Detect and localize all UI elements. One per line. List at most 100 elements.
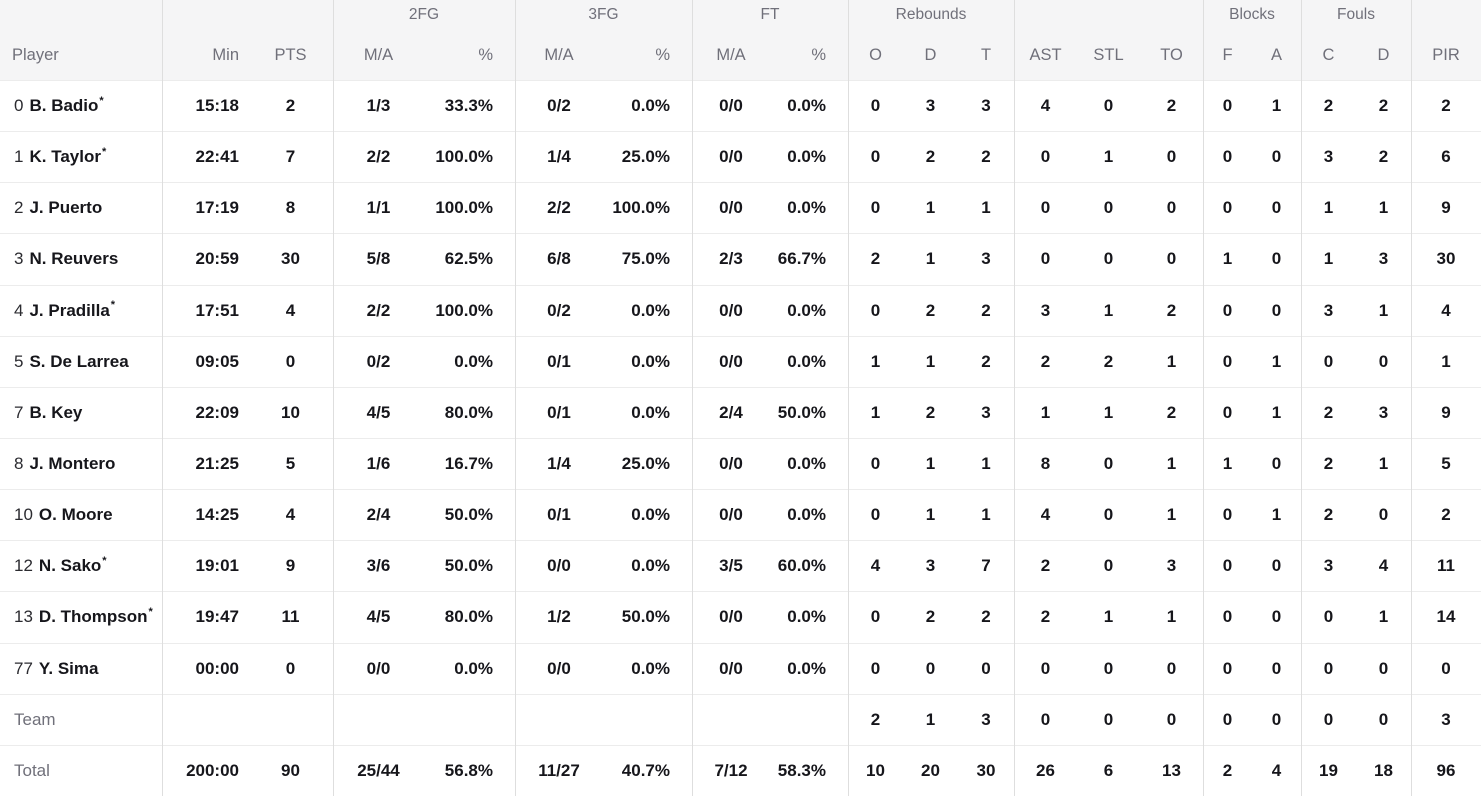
cell-pir: 0 [1441,658,1451,678]
cell-ast: 4 [1040,96,1051,116]
cell-stl: 1 [1103,402,1114,422]
cell-ft_ma: 7/12 [714,760,748,780]
player-cell: 8 J. Montero [0,439,162,489]
player-row[interactable]: 4 J. Pradilla * 17:51 4 2/2 100.0% 0/2 0.0% 0/0 0.… [0,284,1481,336]
cell-ast: 1 [1040,402,1051,422]
player-row[interactable]: 13 D. Thompson * 19:47 11 4/5 80.0% 1/2 50.0% 0/0… [0,591,1481,643]
cell-blk_a: 0 [1271,147,1282,167]
cell-reb_t: 0 [981,658,991,678]
cell-fg3_ma: 1/4 [547,454,571,474]
player-cell: 4 J. Pradilla * [0,286,162,336]
column-header-blk_f: F [1222,45,1233,64]
player-row[interactable]: 2 J. Puerto 17:19 8 1/1 100.0% 2/2 100.0% 0/0 0.0… [0,182,1481,234]
cell-stl: 0 [1103,96,1114,116]
column-header-fg3_pct: % [655,45,670,64]
cell-fg2_pct: 100.0% [435,300,493,320]
cell-ft_ma: 0/0 [719,96,743,116]
cell-fg2_pct: 50.0% [444,556,493,576]
cell-reb_o: 0 [870,147,881,167]
cell-fg2_ma: 5/8 [366,249,391,269]
cell-min: 22:41 [195,147,239,167]
cell-blk_f: 1 [1222,454,1233,474]
cell-foul_d: 2 [1378,147,1389,167]
cell-ft_ma: 0/0 [719,351,743,371]
cell-fg2_pct: 56.8% [444,760,493,780]
cell-fg2_pct: 0.0% [454,351,493,371]
cell-ast: 0 [1040,198,1051,218]
cell-pir: 1 [1441,351,1451,371]
player-number: 10 [14,505,33,525]
cell-ft_ma: 0/0 [719,607,743,627]
player-number: 13 [14,607,33,627]
column-header-pir: PIR [1432,45,1460,64]
player-number: 1 [14,147,24,167]
column-group-ft: FT [760,6,780,23]
player-row[interactable]: 77 Y. Sima 00:00 0 0/0 0.0% 0/0 0.0% 0/0 0.0% 0 0 0 0… [0,642,1481,694]
cell-fg3_pct: 25.0% [621,147,670,167]
column-header-ft_ma: M/A [716,45,746,64]
cell-pir: 2 [1441,505,1451,525]
cell-fg3_ma: 0/0 [547,556,571,576]
column-header-stl: STL [1093,45,1124,64]
player-name: S. De Larrea [29,351,129,371]
column-group-2fg: 2FG [408,6,440,23]
column-group-spacer [0,0,333,30]
cell-ft_pct: 0.0% [787,454,826,474]
row-label-cell: Team [0,695,162,745]
player-cell: 3 N. Reuvers [0,234,162,284]
cell-stl: 0 [1103,198,1114,218]
player-row[interactable]: 12 N. Sako * 19:01 9 3/6 50.0% 0/0 0.0% 3/5 60.0% 4… [0,540,1481,592]
player-row[interactable]: 10 O. Moore 14:25 4 2/4 50.0% 0/1 0.0% 0/0 0.0% 0 1… [0,489,1481,541]
cell-pts: 90 [281,760,300,780]
player-row[interactable]: 8 J. Montero 21:25 5 1/6 16.7% 1/4 25.0% 0/0 0.0%… [0,437,1481,490]
cell-reb_d: 3 [925,556,936,576]
cell-stl: 1 [1103,147,1114,167]
cell-fg2_pct: 80.0% [444,607,493,627]
column-group-3fg: 3FG [588,6,619,23]
cell-foul_c: 0 [1323,658,1334,678]
cell-foul_d: 0 [1378,658,1389,678]
player-name: J. Pradilla [29,300,110,320]
cell-blk_f: 0 [1222,505,1233,525]
cell-foul_c: 2 [1323,454,1334,474]
cell-blk_f: 0 [1222,351,1233,371]
cell-stl: 0 [1103,454,1114,474]
cell-reb_t: 3 [981,249,991,269]
player-cell: 1 K. Taylor * [0,132,162,182]
table-header: 2FG 3FG FT Rebounds Blocks Fouls Player Min PTS… [0,0,1481,80]
column-header-reb_o: O [869,45,882,64]
column-header-ft_pct: % [811,45,826,64]
player-row[interactable]: 3 N. Reuvers 20:59 30 5/8 62.5% 6/8 75.0% 2/3 66.… [0,233,1481,285]
cell-foul_d: 18 [1374,760,1393,780]
cell-fg2_pct: 100.0% [435,198,493,218]
cell-foul_c: 2 [1323,402,1334,422]
cell-foul_d: 1 [1378,198,1389,218]
cell-ft_ma: 0/0 [719,505,743,525]
player-name: O. Moore [38,505,113,525]
cell-fg2_pct: 16.7% [444,454,493,474]
player-cell: 7 B. Key [0,388,162,438]
player-row[interactable]: 7 B. Key 22:09 10 4/5 80.0% 0/1 0.0% 2/4 50.0% 1 2 3… [0,386,1481,438]
cell-blk_f: 0 [1222,198,1233,218]
player-row[interactable]: 1 K. Taylor * 22:41 7 2/2 100.0% 1/4 25.0% 0/0 0.0… [0,131,1481,183]
cell-foul_c: 1 [1323,198,1334,218]
cell-reb_d: 0 [925,658,936,678]
cell-fg2_pct: 50.0% [444,505,493,525]
cell-min: 17:51 [195,300,239,320]
cell-to: 2 [1166,300,1177,320]
cell-stl: 2 [1103,351,1114,371]
cell-to: 1 [1166,351,1177,371]
cell-fg2_ma: 25/44 [357,760,400,780]
cell-stl: 0 [1103,658,1114,678]
cell-blk_f: 0 [1222,402,1233,422]
cell-fg2_ma: 1/6 [366,454,391,474]
cell-stl: 0 [1103,505,1114,525]
cell-to: 3 [1166,556,1177,576]
cell-fg2_ma: 1/3 [366,96,391,116]
player-row[interactable]: 0 B. Badio * 15:18 2 1/3 33.3% 0/2 0.0% 0/0 0.0% 0 3… [0,80,1481,132]
cell-min: 14:25 [195,505,239,525]
cell-ast: 0 [1040,709,1051,729]
column-group-blocks: Blocks [1229,6,1275,23]
player-row[interactable]: 5 S. De Larrea 09:05 0 0/2 0.0% 0/1 0.0% 0/0 0.0%… [0,335,1481,387]
